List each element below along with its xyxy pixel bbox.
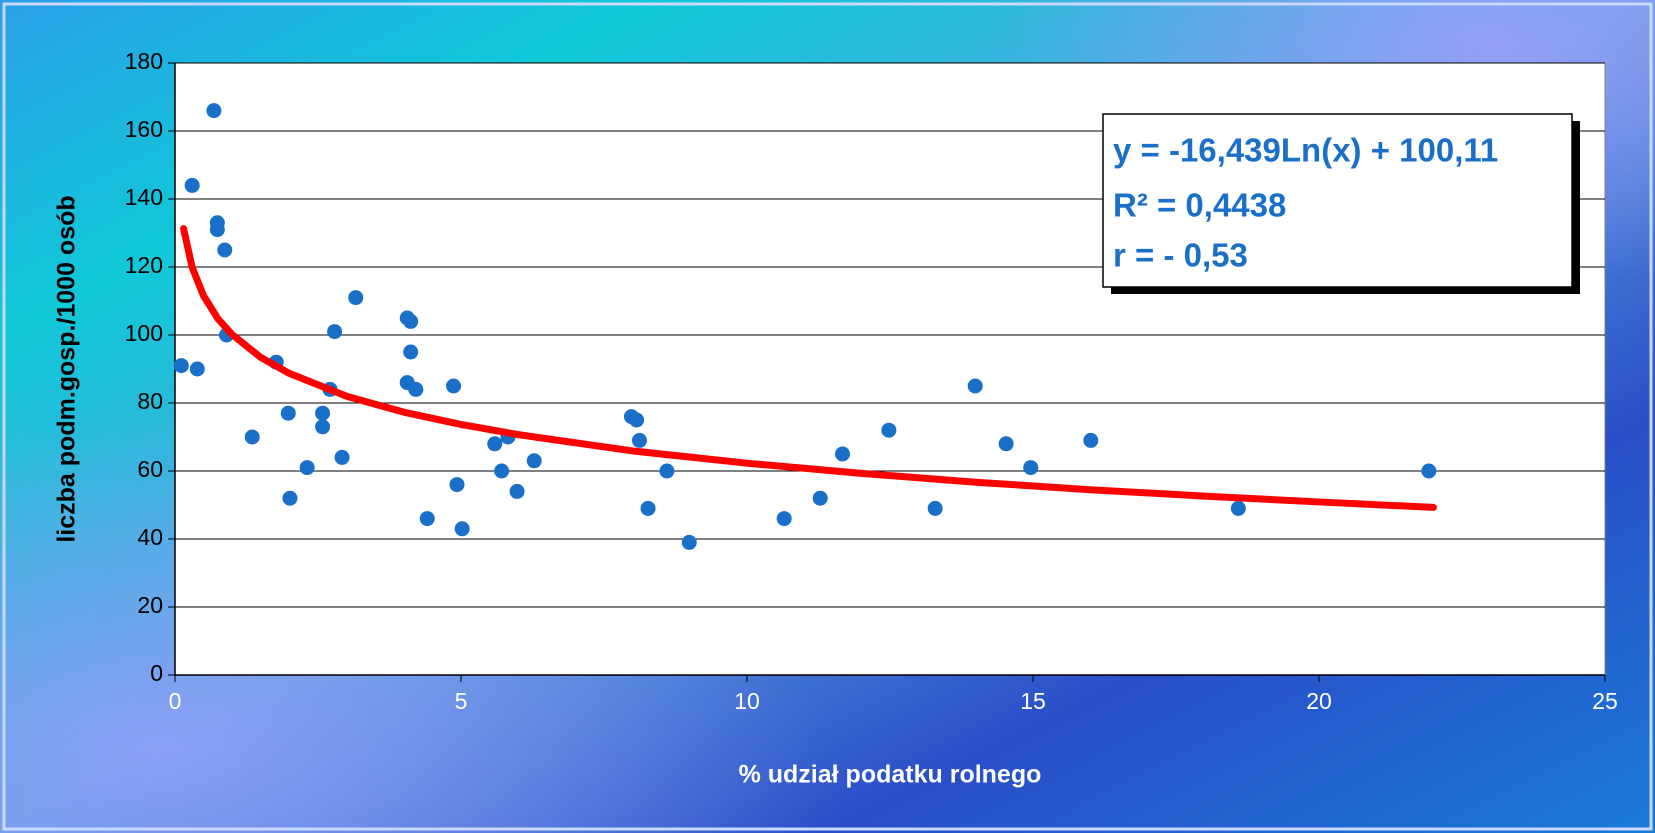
x-tick-label: 5 [455, 688, 468, 714]
data-point [1023, 460, 1039, 476]
data-point [776, 511, 792, 527]
data-point [1083, 432, 1099, 448]
data-point [640, 500, 656, 516]
data-point [446, 378, 462, 394]
data-point [881, 422, 897, 438]
y-tick-label: 80 [137, 388, 163, 414]
data-point [189, 361, 205, 377]
data-point [403, 313, 419, 329]
data-point [1421, 463, 1437, 479]
data-point [967, 378, 983, 394]
data-point [659, 463, 675, 479]
data-point [315, 405, 331, 421]
equation: y = -16,439Ln(x) + 100,11 [1113, 132, 1498, 169]
y-tick-label: 40 [137, 524, 163, 550]
data-point [998, 436, 1014, 452]
data-point [206, 103, 222, 119]
x-axis-label: % udział podatku rolnego [739, 761, 1042, 789]
data-point [681, 534, 697, 550]
x-tick-label: 15 [1020, 688, 1046, 714]
data-point [280, 405, 296, 421]
data-point [408, 381, 424, 397]
y-tick-label: 180 [125, 48, 163, 74]
data-point [419, 511, 435, 527]
y-tick-label: 60 [137, 456, 163, 482]
data-point [1230, 500, 1246, 516]
data-point [526, 453, 542, 469]
data-point [927, 500, 943, 516]
data-point [315, 419, 331, 435]
data-point [812, 490, 828, 506]
x-tick-label: 10 [734, 688, 760, 714]
data-point [209, 222, 225, 238]
data-point [403, 344, 419, 360]
data-point [348, 290, 364, 306]
y-tick-label: 120 [125, 252, 163, 278]
y-axis-label: liczba podm.gosp./1000 osób [53, 195, 81, 542]
data-point [487, 436, 503, 452]
x-tick-label: 20 [1306, 688, 1332, 714]
data-point [173, 358, 189, 374]
y-tick-label: 20 [137, 592, 163, 618]
r-squared: R² = 0,4438 [1113, 187, 1286, 224]
data-point [454, 521, 470, 537]
data-point [449, 477, 465, 493]
data-point [631, 432, 647, 448]
equation-box [1102, 113, 1573, 288]
y-tick-label: 160 [125, 116, 163, 142]
data-point [334, 449, 350, 465]
trendline [180, 225, 1437, 511]
data-point [184, 177, 200, 193]
data-point [282, 490, 298, 506]
x-tick-label: 0 [169, 688, 182, 714]
y-tick-label: 100 [125, 320, 163, 346]
data-point [327, 324, 343, 340]
data-point [299, 460, 315, 476]
data-point [217, 242, 233, 258]
data-point [835, 446, 851, 462]
data-point [244, 429, 260, 445]
y-tick-label: 0 [150, 660, 163, 686]
data-point [494, 463, 510, 479]
data-point [509, 483, 525, 499]
x-tick-label: 25 [1592, 688, 1618, 714]
y-tick-label: 140 [125, 184, 163, 210]
data-point [629, 412, 645, 428]
correlation: r = - 0,53 [1113, 237, 1248, 274]
